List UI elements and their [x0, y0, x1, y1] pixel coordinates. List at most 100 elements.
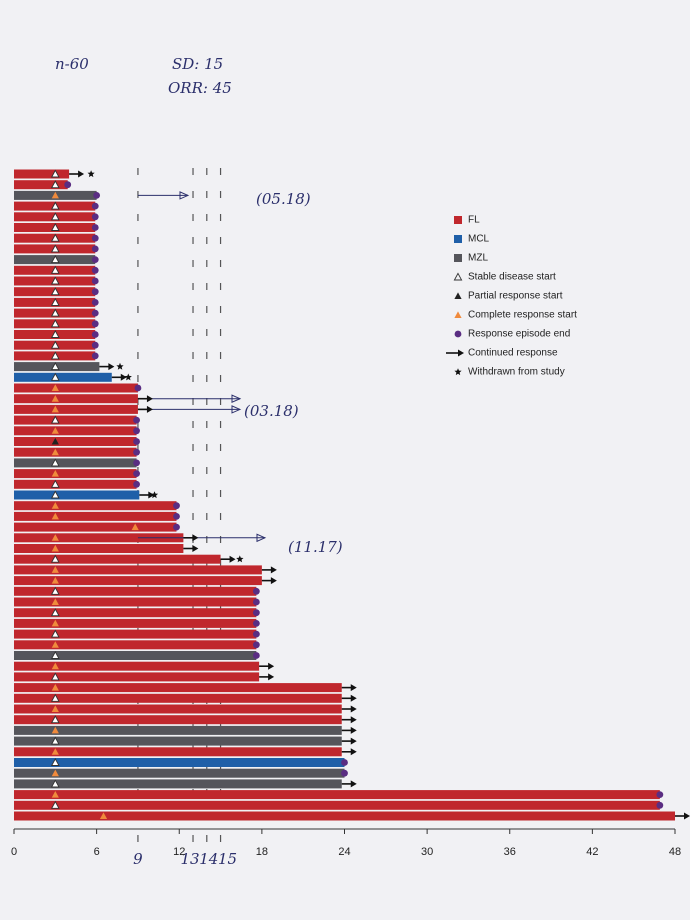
- triangle-marker: [50, 329, 60, 338]
- arrow-marker: [341, 716, 357, 724]
- triangle-marker: [51, 427, 59, 434]
- legend-symbol: [454, 368, 462, 376]
- annotation: ORR: 45: [168, 79, 232, 97]
- end-dot: [64, 181, 72, 189]
- bar: [14, 736, 342, 746]
- bar: [14, 415, 137, 425]
- arrow-head: [350, 726, 357, 734]
- bar: [14, 651, 257, 660]
- arrow-marker: [341, 780, 357, 788]
- bar: [14, 437, 137, 446]
- annotation: n-60: [55, 55, 89, 73]
- legend-label: Stable disease start: [468, 272, 556, 283]
- end-dot: [91, 256, 99, 263]
- triangle-marker: [51, 577, 59, 584]
- end-dot: [91, 320, 99, 328]
- legend-symbol: [454, 311, 462, 318]
- triangle-marker: [51, 470, 59, 477]
- triangle-marker: [50, 490, 60, 499]
- bar: [14, 597, 257, 607]
- triangle-marker: [51, 769, 59, 777]
- bar: [14, 683, 342, 693]
- triangle-marker: [51, 748, 59, 755]
- triangle-marker: [51, 662, 59, 670]
- arrow-head: [350, 684, 357, 692]
- x-tick-label: 6: [94, 846, 100, 858]
- arrow-head: [270, 577, 277, 585]
- arrow-marker: [261, 577, 277, 585]
- arrow-marker: [341, 737, 357, 745]
- bar: [14, 426, 137, 436]
- arrow-marker: [183, 545, 199, 552]
- triangle-marker: [50, 608, 60, 617]
- end-dot: [341, 769, 348, 777]
- bar: [14, 704, 342, 714]
- legend-label: Complete response start: [468, 310, 577, 321]
- bar: [14, 640, 257, 650]
- end-dot: [91, 245, 99, 253]
- x-tick-label: 36: [504, 846, 516, 858]
- annotation: (11.17): [288, 538, 343, 556]
- bar: [14, 404, 138, 414]
- end-dot: [91, 331, 99, 338]
- bar: [14, 554, 221, 564]
- bar: [14, 394, 138, 404]
- triangle-marker: [51, 791, 59, 798]
- triangle-marker: [51, 544, 59, 552]
- end-dot: [133, 448, 140, 456]
- arrow-head: [350, 694, 357, 702]
- end-dot: [91, 202, 99, 210]
- end-dot: [133, 427, 140, 435]
- legend-label: Withdrawn from study: [468, 367, 565, 378]
- arrow-head: [146, 405, 153, 413]
- triangle-marker: [51, 598, 59, 605]
- star-marker: [116, 362, 124, 370]
- triangle-marker: [50, 479, 60, 488]
- end-dot: [91, 299, 99, 306]
- arrow-marker: [139, 491, 155, 499]
- bar: [14, 533, 184, 543]
- bar: [14, 458, 137, 468]
- bar: [14, 790, 660, 800]
- end-dot: [91, 352, 99, 360]
- bar: [14, 725, 342, 735]
- end-dot: [133, 416, 140, 424]
- triangle-marker: [51, 395, 59, 402]
- end-dot: [133, 470, 140, 477]
- end-dot: [341, 759, 348, 766]
- x-tick-label: 12: [173, 846, 185, 858]
- x-tick-label: 24: [338, 846, 350, 858]
- triangle-marker: [50, 222, 60, 231]
- bar: [14, 758, 345, 767]
- end-dot: [252, 598, 260, 606]
- triangle-marker: [51, 437, 59, 445]
- end-dot: [134, 384, 142, 392]
- triangle-marker: [50, 586, 60, 595]
- end-dot: [91, 234, 99, 242]
- triangle-marker: [50, 255, 60, 264]
- bar: [14, 629, 257, 639]
- arrow-head: [270, 566, 277, 574]
- triangle-marker: [50, 308, 60, 317]
- triangle-marker: [50, 554, 60, 563]
- end-dot: [133, 480, 140, 488]
- arrow-head: [350, 716, 357, 724]
- end-dot: [133, 438, 140, 445]
- bar: [14, 608, 257, 618]
- bar: [14, 747, 342, 757]
- arrow-head: [350, 705, 357, 713]
- legend-label: FL: [468, 215, 480, 226]
- arrow-marker: [341, 694, 357, 702]
- arrow-head: [684, 812, 690, 820]
- triangle-marker: [51, 512, 59, 520]
- end-dot: [252, 641, 260, 649]
- triangle-marker: [51, 384, 59, 391]
- triangle-marker: [50, 800, 60, 809]
- triangle-marker: [131, 523, 139, 531]
- arrow-marker: [137, 405, 153, 413]
- bar: [14, 800, 660, 810]
- star-marker: [150, 491, 159, 499]
- legend-symbol: [454, 330, 462, 338]
- x-tick-label: 0: [11, 846, 17, 858]
